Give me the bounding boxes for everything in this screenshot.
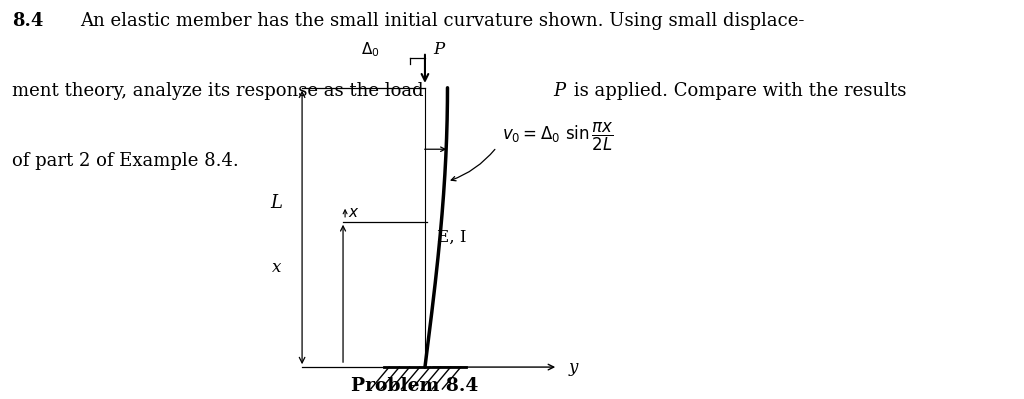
Text: x: x (271, 259, 282, 276)
Text: L: L (270, 194, 283, 213)
Text: y: y (568, 359, 578, 375)
Text: $x$: $x$ (348, 206, 359, 220)
Text: is applied. Compare with the results: is applied. Compare with the results (568, 82, 906, 100)
Text: of part 2 of Example 8.4.: of part 2 of Example 8.4. (12, 152, 239, 170)
Text: $v_0 = \Delta_0\ \sin\dfrac{\pi x}{2L}$: $v_0 = \Delta_0\ \sin\dfrac{\pi x}{2L}$ (502, 121, 613, 153)
Text: P: P (433, 41, 444, 58)
Text: An elastic member has the small initial curvature shown. Using small displace-: An elastic member has the small initial … (80, 12, 804, 30)
Text: P: P (553, 82, 565, 100)
Text: $\Delta_0$: $\Delta_0$ (361, 41, 380, 59)
Text: 8.4: 8.4 (12, 12, 44, 30)
Text: Problem 8.4: Problem 8.4 (351, 377, 478, 395)
Text: E, I: E, I (437, 229, 467, 246)
Text: ment theory, analyze its response as the load: ment theory, analyze its response as the… (12, 82, 430, 100)
